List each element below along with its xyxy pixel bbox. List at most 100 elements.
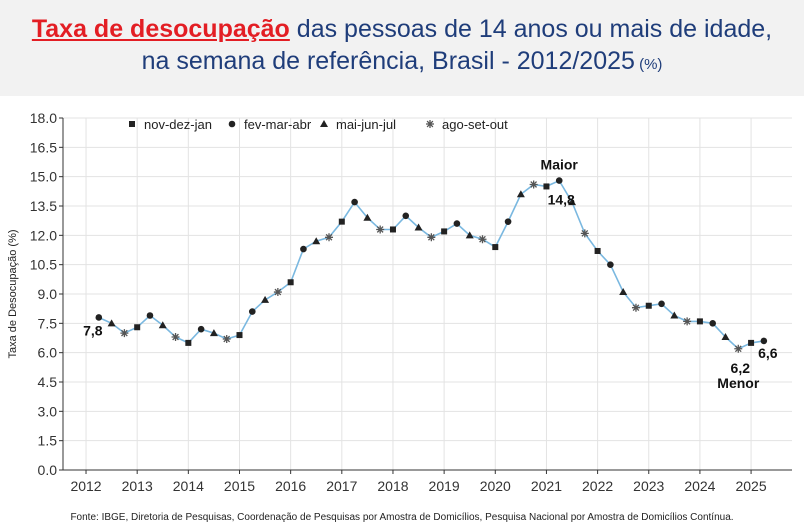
data-point-square [236,332,243,339]
data-point-star [529,180,538,189]
x-tick-label: 2016 [275,478,306,494]
data-point-square [748,339,755,346]
y-tick-label: 13.5 [30,198,57,214]
data-point-circle [607,261,614,268]
title-highlight: Taxa de desocupação [31,15,290,43]
data-point-circle [402,212,410,220]
data-point-circle [504,218,512,225]
data-point-triangle [568,198,577,206]
data-point-triangle [363,213,372,221]
data-point-square [287,279,294,286]
y-tick-label: 4.5 [38,374,58,390]
data-point-star [120,329,129,338]
legend-label: nov-dez-jan [144,117,212,132]
data-point-square [389,226,396,233]
annotation-label: 6,6 [758,345,778,361]
title-line-1: Taxa de desocupação das pessoas de 14 an… [0,14,804,44]
data-point-circle [95,314,103,321]
y-tick-label: 0.0 [38,462,58,478]
title-line2-text: na semana de referência, Brasil - 2012/2… [141,47,635,75]
data-point-star [580,229,589,238]
data-point-circle [146,312,154,319]
header: Taxa de desocupação das pessoas de 14 an… [0,0,804,96]
x-tick-label: 2025 [735,478,766,494]
data-point-square [645,302,652,309]
y-tick-label: 6.0 [38,345,58,361]
x-tick-label: 2021 [531,478,562,494]
x-tick-label: 2014 [173,478,204,494]
data-point-triangle [312,237,321,245]
data-point-square [696,318,703,325]
x-tick-label: 2023 [633,478,664,494]
data-point-square [338,218,345,225]
x-tick-label: 2013 [122,478,153,494]
annotation-label: Menor [717,375,760,391]
y-tick-label: 12.0 [30,227,57,243]
data-point-star [325,233,334,242]
x-tick-label: 2012 [70,478,101,494]
data-point-square [492,244,499,251]
data-point-star [171,333,180,342]
data-point-triangle [721,333,730,341]
data-point-star [222,334,231,343]
legend-marker-circle [228,120,236,128]
annotation-label: 7,8 [83,322,103,338]
y-tick-label: 3.0 [38,403,58,419]
data-point-circle [760,337,768,345]
data-point-circle [351,198,358,206]
x-tick-label: 2020 [480,478,511,494]
data-point-circle [658,300,665,308]
chart-container: 0.0 1.5 3.0 4.5 6.0 7.5 9.0 10.5 12.0 13.5 15.0 16.… [0,100,804,510]
x-tick-label: 2017 [326,478,357,494]
data-point-circle [709,320,717,327]
data-point-triangle [261,295,270,303]
source-note: Fonte: IBGE, Diretoria de Pesquisas, Coo… [70,512,734,523]
y-tick-label: 18.0 [30,110,57,126]
title-rest: das pessoas de 14 anos ou mais de idade, [289,15,773,43]
unemployment-line-chart: 0.0 1.5 3.0 4.5 6.0 7.5 9.0 10.5 12.0 13.5 15.0 16.… [7,110,792,494]
legend-marker-triangle [320,120,328,127]
data-point-triangle [465,231,474,239]
data-point-star [478,235,487,244]
data-point-triangle [414,223,423,231]
data-point-circle [300,245,307,253]
legend-label: mai-jun-jul [336,117,396,132]
x-tick-label: 2018 [377,478,408,494]
annotation-label: 6,2 [731,360,751,376]
data-point-triangle [107,319,116,327]
data-point-square [441,228,448,235]
data-point-triangle [209,329,218,337]
data-point-triangle [670,311,679,319]
data-point-star [631,303,640,312]
y-tick-label: 16.5 [30,139,57,155]
data-point-triangle [619,288,628,296]
annotation-label: 14,8 [548,192,575,208]
data-point-star [683,317,692,326]
legend-marker-square [129,121,135,127]
y-tick-label: 15.0 [30,169,57,185]
legend-label: fev-mar-abr [244,117,312,132]
data-point-circle [197,325,205,333]
data-point-square [134,324,141,331]
y-tick-label: 9.0 [38,286,58,302]
data-point-square [594,247,601,254]
data-point-triangle [516,190,525,198]
data-point-star [734,344,743,353]
data-point-star [376,225,385,234]
x-tick-label: 2019 [429,478,460,494]
title-unit: (%) [634,56,663,73]
y-tick-label: 10.5 [30,257,57,273]
data-point-square [543,183,550,190]
y-tick-label: 7.5 [38,315,58,331]
annotation-label: Maior [541,157,579,173]
legend-marker-star [426,120,434,128]
data-point-triangle [158,321,167,329]
x-tick-label: 2015 [224,478,255,494]
x-tick-label: 2022 [582,478,613,494]
data-point-circle [453,220,461,227]
x-tick-label: 2024 [684,478,715,494]
y-tick-label: 1.5 [38,433,58,449]
data-point-circle [555,177,563,184]
y-axis-label: Taxa de Desocupação (%) [7,229,19,358]
title-line-2: na semana de referência, Brasil - 2012/2… [0,46,804,80]
